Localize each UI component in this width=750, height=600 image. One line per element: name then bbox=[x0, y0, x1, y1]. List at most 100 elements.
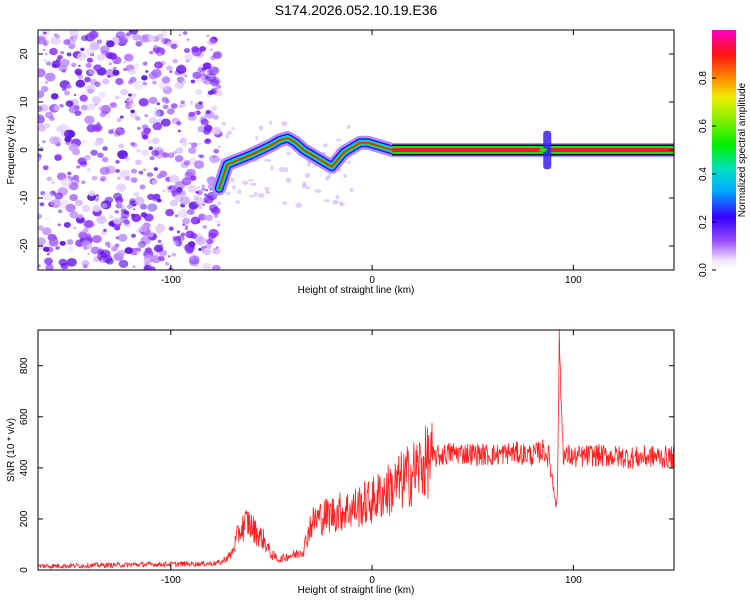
noise-blob bbox=[88, 190, 95, 197]
noise-blob bbox=[94, 198, 99, 202]
burst-core bbox=[539, 148, 548, 152]
noise-blob bbox=[131, 63, 140, 70]
noise-blob bbox=[141, 149, 150, 156]
noise-blob bbox=[226, 191, 231, 196]
noise-blob bbox=[268, 120, 273, 125]
noise-blob bbox=[187, 208, 195, 215]
noise-blob bbox=[74, 110, 82, 117]
noise-blob bbox=[198, 69, 206, 76]
noise-blob bbox=[346, 160, 352, 164]
noise-blob bbox=[185, 225, 188, 228]
noise-blob bbox=[130, 141, 136, 146]
noise-blob bbox=[45, 61, 52, 66]
noise-blob bbox=[138, 170, 144, 175]
noise-blob bbox=[157, 52, 162, 57]
noise-blob bbox=[180, 232, 186, 237]
noise-blob bbox=[168, 226, 174, 231]
snr-frame bbox=[37, 329, 675, 571]
noise-blob bbox=[143, 265, 154, 270]
noise-blob bbox=[207, 38, 217, 46]
noise-blob bbox=[147, 203, 158, 212]
noise-blob bbox=[202, 247, 212, 256]
noise-blob bbox=[343, 173, 347, 179]
noise-blob bbox=[157, 223, 165, 230]
noise-blob bbox=[109, 102, 117, 108]
noise-blob bbox=[210, 79, 220, 87]
noise-blob bbox=[96, 53, 106, 61]
noise-blob bbox=[133, 191, 140, 197]
noise-blob bbox=[264, 186, 270, 192]
noise-blob bbox=[118, 35, 128, 44]
noise-blob bbox=[212, 67, 219, 73]
noise-blob bbox=[206, 191, 218, 201]
noise-blob bbox=[185, 59, 190, 63]
noise-blob bbox=[180, 100, 185, 105]
noise-blob bbox=[195, 190, 199, 194]
noise-blob bbox=[85, 47, 95, 56]
noise-blob bbox=[88, 30, 99, 39]
noise-blob bbox=[200, 118, 209, 126]
noise-blob bbox=[60, 58, 70, 67]
noise-blob bbox=[65, 84, 71, 89]
noise-blob bbox=[133, 196, 145, 206]
noise-blob bbox=[305, 186, 311, 190]
noise-blob bbox=[42, 165, 49, 171]
spectrogram-x-tick-label: -100 bbox=[161, 275, 181, 286]
noise-blob bbox=[38, 90, 45, 99]
noise-blob bbox=[130, 109, 135, 114]
noise-blob bbox=[176, 187, 183, 193]
noise-blob bbox=[44, 257, 54, 266]
noise-blob bbox=[253, 191, 258, 197]
noise-blob bbox=[171, 252, 177, 257]
noise-blob bbox=[38, 237, 46, 246]
noise-blob bbox=[169, 174, 179, 183]
ridge-core bbox=[218, 137, 674, 190]
noise-blob bbox=[51, 181, 55, 184]
noise-blob bbox=[130, 177, 138, 183]
noise-blob bbox=[44, 52, 48, 56]
noise-blob bbox=[94, 103, 98, 106]
noise-blob bbox=[38, 116, 45, 124]
noise-blob bbox=[151, 137, 160, 145]
spectrogram-x-tick-label: 0 bbox=[369, 275, 375, 286]
noise-blob bbox=[79, 94, 88, 102]
snr-panel: -100 0 100 0 200 400 600 800 Height of straight… bbox=[6, 329, 675, 596]
noise-blob bbox=[90, 149, 98, 156]
noise-blob bbox=[67, 175, 71, 178]
snr-y-axis-label: SNR (10 * v/v) bbox=[6, 418, 17, 482]
noise-blob bbox=[79, 160, 88, 168]
noise-blob bbox=[304, 172, 311, 178]
noise-blob bbox=[169, 70, 173, 73]
noise-blob bbox=[164, 261, 170, 266]
noise-blob bbox=[65, 100, 74, 107]
noise-blob bbox=[176, 76, 185, 83]
noise-blob bbox=[169, 199, 178, 207]
noise-blob bbox=[113, 66, 117, 70]
noise-blob bbox=[78, 231, 88, 239]
noise-blob bbox=[61, 87, 67, 91]
snr-y-tick-label: 600 bbox=[19, 408, 30, 425]
noise-blob bbox=[137, 126, 141, 130]
noise-blob bbox=[188, 147, 197, 155]
noise-blob bbox=[153, 167, 159, 171]
noise-blob bbox=[151, 149, 160, 157]
noise-blob bbox=[115, 127, 126, 136]
noise-blob bbox=[77, 214, 84, 219]
noise-blob bbox=[149, 51, 154, 55]
noise-blob bbox=[80, 104, 88, 111]
noise-blob bbox=[128, 199, 136, 206]
noise-blob bbox=[284, 167, 289, 173]
noise-blob bbox=[136, 148, 141, 153]
noise-blob bbox=[48, 238, 59, 247]
noise-blob bbox=[130, 168, 138, 174]
noise-blob bbox=[177, 64, 186, 71]
noise-blob bbox=[140, 236, 151, 245]
snr-series-line bbox=[38, 330, 674, 570]
noise-blob bbox=[157, 239, 162, 243]
noise-blob bbox=[170, 103, 178, 109]
noise-blob bbox=[201, 66, 207, 71]
noise-blob bbox=[270, 165, 274, 171]
noise-blob bbox=[38, 36, 46, 45]
noise-blob bbox=[231, 127, 235, 130]
snr-x-tick-label: -100 bbox=[161, 575, 181, 586]
